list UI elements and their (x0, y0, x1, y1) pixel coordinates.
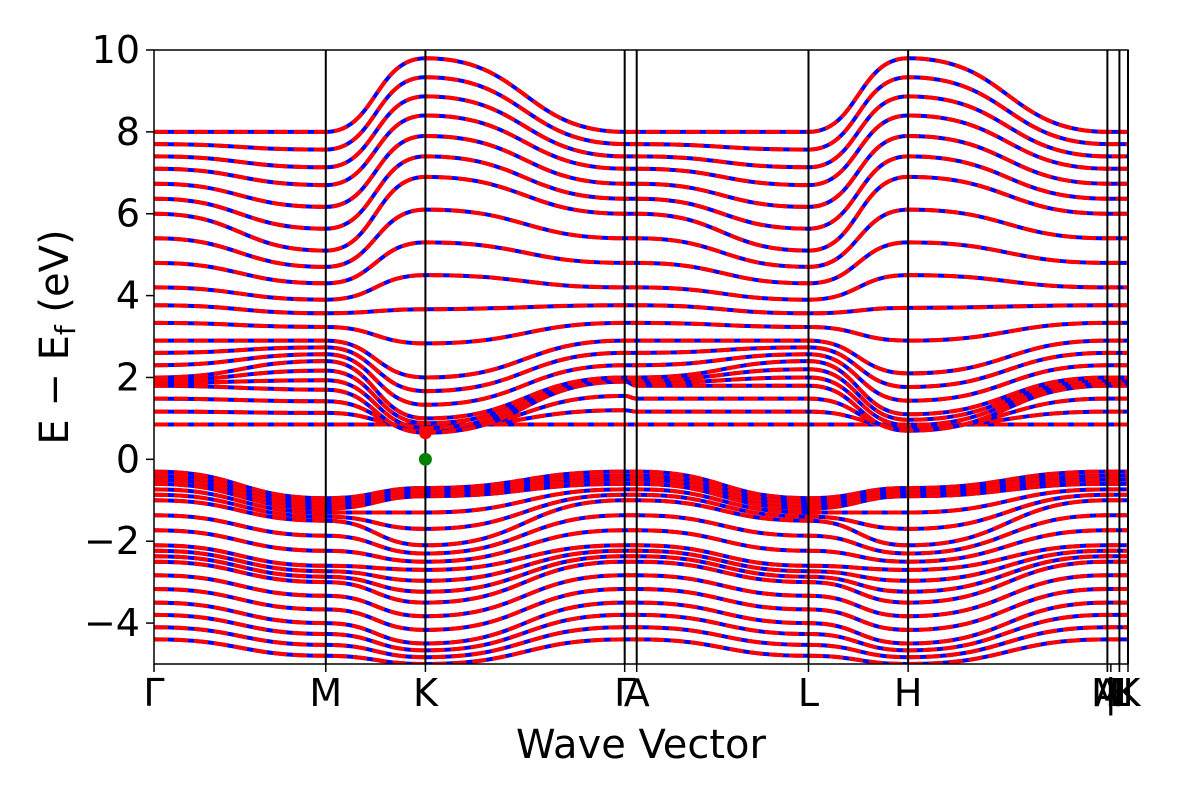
band-extremum-marker (418, 452, 432, 466)
x-tick-label: M (1091, 671, 1124, 715)
x-tick-label: M (309, 671, 342, 715)
x-tick-label: H (1105, 671, 1134, 715)
x-tick-label: A (624, 671, 650, 715)
x-tick-label: Γ (143, 671, 164, 715)
y-tick-label: 8 (116, 110, 140, 154)
band-line-red (154, 492, 1128, 531)
band-line-red (154, 94, 1128, 170)
x-axis-ticks: Γ M K ΓA L H AM|LHK (143, 664, 1142, 716)
band-line-red (154, 637, 1128, 664)
x-tick-label: A (1094, 671, 1120, 715)
band-line-red (154, 408, 1128, 430)
band-line-red (154, 75, 1128, 152)
y-axis-ticks: −4 −2 0 2 4 6 8 10 (84, 28, 154, 645)
band-line-red (154, 559, 1128, 605)
band-line-red (154, 320, 1128, 346)
x-tick-label: H (894, 671, 923, 715)
x-tick-label: L (1109, 671, 1130, 715)
band-line-red (154, 338, 1128, 380)
y-axis-label-main: E − E (32, 335, 78, 445)
band-line-red (154, 573, 1128, 619)
band-line-red (154, 548, 1128, 583)
band-line-red (154, 513, 1128, 556)
x-tick-label: L (798, 671, 819, 715)
band-line-red (154, 587, 1128, 632)
band-line-red (154, 612, 1128, 653)
y-tick-label: −4 (84, 601, 140, 645)
band-line-red (154, 554, 1128, 594)
y-tick-label: 4 (116, 274, 140, 318)
band-extremum-marker (418, 426, 432, 440)
y-axis-label-unit: (eV) (32, 229, 78, 325)
band-line-red (154, 487, 1128, 515)
x-axis-label: Wave Vector (516, 722, 767, 768)
y-tick-label: 0 (116, 437, 140, 481)
x-tick-label: K (1116, 671, 1142, 715)
band-line-red (154, 367, 1128, 426)
band-line-red (154, 625, 1128, 660)
x-tick-label: Γ (614, 671, 635, 715)
band-line-red (154, 528, 1128, 564)
band-line-red (154, 56, 1128, 134)
x-tick-label: K (413, 671, 439, 715)
y-axis-label: E − Ef (eV) (32, 229, 82, 444)
band-line-red (154, 393, 1128, 433)
extremum-markers (418, 426, 432, 466)
y-axis-label-subscript: f (49, 324, 82, 335)
y-tick-label: 10 (92, 28, 140, 72)
band-line-red (154, 600, 1128, 646)
band-line-red (154, 498, 1128, 548)
plot-area (154, 56, 1128, 664)
y-tick-label: −2 (84, 519, 140, 563)
plot-frame (153, 49, 1129, 665)
band-line-blue (154, 133, 1128, 209)
band-line-red (154, 345, 1128, 394)
y-tick-label: 2 (116, 355, 140, 399)
band-line-red (154, 359, 1128, 421)
y-tick-label: 6 (116, 192, 140, 236)
band-line-red (154, 303, 1128, 316)
x-tick-label: | (1104, 671, 1117, 716)
